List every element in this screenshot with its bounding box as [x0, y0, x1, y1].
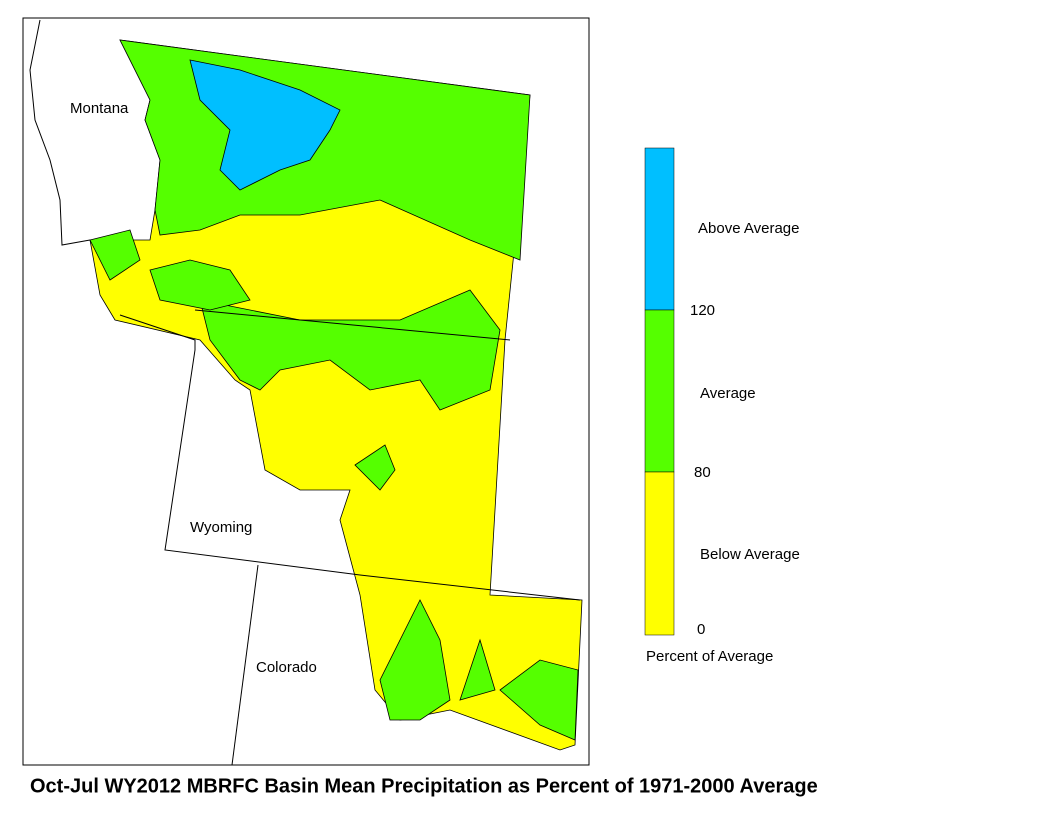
legend-title: Percent of Average: [646, 648, 773, 665]
state-boundary: [119, 314, 581, 601]
state-boundary: [194, 309, 511, 341]
basin-region: [199, 289, 501, 411]
legend: Above Average Average Below Average 120 …: [644, 147, 800, 665]
basin-region: [354, 444, 396, 491]
legend-swatch: [644, 309, 675, 473]
state-boundary: [231, 564, 259, 766]
legend-swatch: [644, 471, 675, 636]
legend-tick: 80: [694, 464, 711, 481]
legend-swatch: [644, 147, 675, 311]
basin-region: [459, 638, 496, 701]
basin-region: [149, 259, 251, 311]
legend-label: Above Average: [698, 220, 799, 237]
legend-label: Below Average: [700, 546, 800, 563]
legend-tick: 0: [697, 621, 705, 638]
legend-label: Average: [700, 385, 756, 402]
legend-tick: 120: [690, 302, 715, 319]
basin-region: [189, 59, 341, 191]
map-title: Oct-Jul WY2012 MBRFC Basin Mean Precipit…: [30, 775, 818, 797]
basin-region: [499, 659, 579, 741]
state-label: Colorado: [256, 659, 317, 676]
basin-region: [89, 229, 141, 281]
state-label: Montana: [70, 100, 129, 117]
basin-region: [379, 599, 451, 721]
state-label: Wyoming: [190, 519, 252, 536]
state-boundary: [29, 19, 91, 246]
